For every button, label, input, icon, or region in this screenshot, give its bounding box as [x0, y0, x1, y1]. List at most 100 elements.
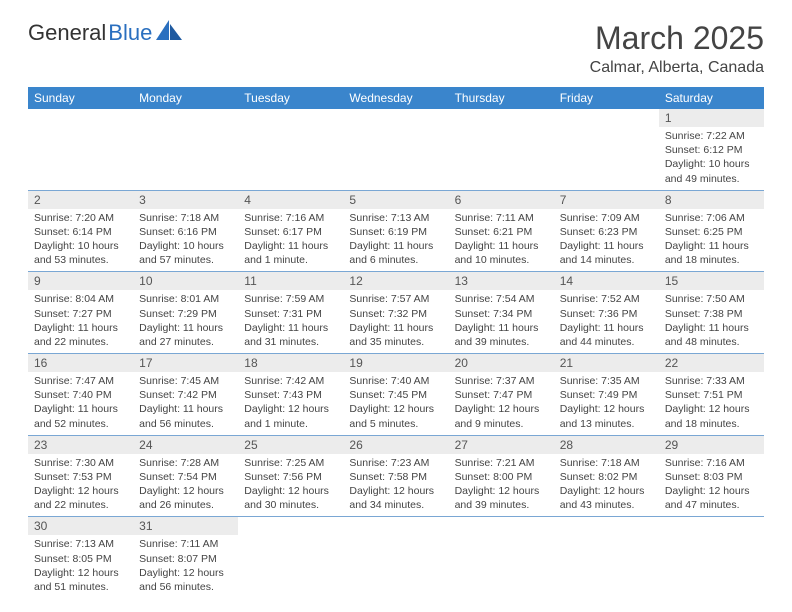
day-info: Sunrise: 7:13 AMSunset: 8:05 PMDaylight:…: [28, 535, 133, 598]
calendar-cell: 5Sunrise: 7:13 AMSunset: 6:19 PMDaylight…: [343, 190, 448, 272]
day-number: 30: [28, 517, 133, 535]
sunrise: Sunrise: 7:40 AM: [349, 374, 442, 388]
day-number: 1: [659, 109, 764, 127]
sunset: Sunset: 7:51 PM: [665, 388, 758, 402]
sunrise: Sunrise: 7:18 AM: [139, 211, 232, 225]
calendar-cell: [238, 109, 343, 190]
day-info: Sunrise: 7:37 AMSunset: 7:47 PMDaylight:…: [449, 372, 554, 435]
sunrise: Sunrise: 7:16 AM: [244, 211, 337, 225]
sunrise: Sunrise: 7:25 AM: [244, 456, 337, 470]
sunset: Sunset: 7:54 PM: [139, 470, 232, 484]
logo: GeneralBlue: [28, 20, 182, 46]
calendar-week: 30Sunrise: 7:13 AMSunset: 8:05 PMDayligh…: [28, 517, 764, 598]
daylight: Daylight: 11 hours and 44 minutes.: [560, 321, 653, 349]
calendar-cell: 3Sunrise: 7:18 AMSunset: 6:16 PMDaylight…: [133, 190, 238, 272]
sunrise: Sunrise: 7:50 AM: [665, 292, 758, 306]
daylight: Daylight: 12 hours and 9 minutes.: [455, 402, 548, 430]
sunrise: Sunrise: 7:59 AM: [244, 292, 337, 306]
sunrise: Sunrise: 7:16 AM: [665, 456, 758, 470]
daylight: Daylight: 11 hours and 48 minutes.: [665, 321, 758, 349]
day-header: Monday: [133, 87, 238, 109]
day-number: 31: [133, 517, 238, 535]
day-number: 20: [449, 354, 554, 372]
day-number: 29: [659, 436, 764, 454]
day-number: 3: [133, 191, 238, 209]
daylight: Daylight: 12 hours and 22 minutes.: [34, 484, 127, 512]
sunset: Sunset: 6:12 PM: [665, 143, 758, 157]
sunset: Sunset: 7:31 PM: [244, 307, 337, 321]
day-number: 22: [659, 354, 764, 372]
day-header: Wednesday: [343, 87, 448, 109]
day-info: Sunrise: 7:50 AMSunset: 7:38 PMDaylight:…: [659, 290, 764, 353]
day-info: Sunrise: 7:23 AMSunset: 7:58 PMDaylight:…: [343, 454, 448, 517]
day-info: Sunrise: 7:25 AMSunset: 7:56 PMDaylight:…: [238, 454, 343, 517]
day-info: Sunrise: 7:30 AMSunset: 7:53 PMDaylight:…: [28, 454, 133, 517]
calendar-cell: 6Sunrise: 7:11 AMSunset: 6:21 PMDaylight…: [449, 190, 554, 272]
sunset: Sunset: 7:42 PM: [139, 388, 232, 402]
daylight: Daylight: 11 hours and 56 minutes.: [139, 402, 232, 430]
calendar-header-row: SundayMondayTuesdayWednesdayThursdayFrid…: [28, 87, 764, 109]
sunset: Sunset: 7:27 PM: [34, 307, 127, 321]
calendar-cell: 27Sunrise: 7:21 AMSunset: 8:00 PMDayligh…: [449, 435, 554, 517]
daylight: Daylight: 12 hours and 5 minutes.: [349, 402, 442, 430]
logo-part1: General: [28, 20, 106, 46]
sunset: Sunset: 6:17 PM: [244, 225, 337, 239]
sunset: Sunset: 7:53 PM: [34, 470, 127, 484]
day-number: 19: [343, 354, 448, 372]
day-number: 9: [28, 272, 133, 290]
calendar-cell: 31Sunrise: 7:11 AMSunset: 8:07 PMDayligh…: [133, 517, 238, 598]
daylight: Daylight: 10 hours and 49 minutes.: [665, 157, 758, 185]
daylight: Daylight: 11 hours and 18 minutes.: [665, 239, 758, 267]
day-number: 5: [343, 191, 448, 209]
day-info: Sunrise: 8:04 AMSunset: 7:27 PMDaylight:…: [28, 290, 133, 353]
daylight: Daylight: 12 hours and 51 minutes.: [34, 566, 127, 594]
month-title: March 2025: [590, 20, 764, 57]
day-info: Sunrise: 7:59 AMSunset: 7:31 PMDaylight:…: [238, 290, 343, 353]
day-info: Sunrise: 7:33 AMSunset: 7:51 PMDaylight:…: [659, 372, 764, 435]
sunrise: Sunrise: 7:35 AM: [560, 374, 653, 388]
daylight: Daylight: 11 hours and 10 minutes.: [455, 239, 548, 267]
day-number: 14: [554, 272, 659, 290]
daylight: Daylight: 12 hours and 30 minutes.: [244, 484, 337, 512]
calendar-week: 1Sunrise: 7:22 AMSunset: 6:12 PMDaylight…: [28, 109, 764, 190]
sunset: Sunset: 7:49 PM: [560, 388, 653, 402]
day-info: Sunrise: 7:21 AMSunset: 8:00 PMDaylight:…: [449, 454, 554, 517]
sunset: Sunset: 6:21 PM: [455, 225, 548, 239]
day-info: Sunrise: 7:11 AMSunset: 6:21 PMDaylight:…: [449, 209, 554, 272]
calendar-cell: 21Sunrise: 7:35 AMSunset: 7:49 PMDayligh…: [554, 354, 659, 436]
day-number: 25: [238, 436, 343, 454]
day-info: Sunrise: 7:16 AMSunset: 8:03 PMDaylight:…: [659, 454, 764, 517]
calendar-cell: 22Sunrise: 7:33 AMSunset: 7:51 PMDayligh…: [659, 354, 764, 436]
daylight: Daylight: 11 hours and 6 minutes.: [349, 239, 442, 267]
day-info: Sunrise: 7:47 AMSunset: 7:40 PMDaylight:…: [28, 372, 133, 435]
sunrise: Sunrise: 7:30 AM: [34, 456, 127, 470]
daylight: Daylight: 11 hours and 27 minutes.: [139, 321, 232, 349]
day-number: 2: [28, 191, 133, 209]
calendar-cell: 28Sunrise: 7:18 AMSunset: 8:02 PMDayligh…: [554, 435, 659, 517]
day-number: 24: [133, 436, 238, 454]
sunset: Sunset: 7:56 PM: [244, 470, 337, 484]
calendar-cell: [449, 109, 554, 190]
day-info: Sunrise: 7:09 AMSunset: 6:23 PMDaylight:…: [554, 209, 659, 272]
calendar-cell: 20Sunrise: 7:37 AMSunset: 7:47 PMDayligh…: [449, 354, 554, 436]
day-number: 10: [133, 272, 238, 290]
sunrise: Sunrise: 7:54 AM: [455, 292, 548, 306]
calendar-cell: 18Sunrise: 7:42 AMSunset: 7:43 PMDayligh…: [238, 354, 343, 436]
calendar-cell: 23Sunrise: 7:30 AMSunset: 7:53 PMDayligh…: [28, 435, 133, 517]
calendar-cell: 7Sunrise: 7:09 AMSunset: 6:23 PMDaylight…: [554, 190, 659, 272]
calendar-cell: 25Sunrise: 7:25 AMSunset: 7:56 PMDayligh…: [238, 435, 343, 517]
sunrise: Sunrise: 7:42 AM: [244, 374, 337, 388]
day-header: Tuesday: [238, 87, 343, 109]
sunset: Sunset: 7:38 PM: [665, 307, 758, 321]
calendar-cell: [238, 517, 343, 598]
sunset: Sunset: 7:47 PM: [455, 388, 548, 402]
sunset: Sunset: 8:00 PM: [455, 470, 548, 484]
day-info: Sunrise: 7:06 AMSunset: 6:25 PMDaylight:…: [659, 209, 764, 272]
calendar-cell: 4Sunrise: 7:16 AMSunset: 6:17 PMDaylight…: [238, 190, 343, 272]
day-number: 21: [554, 354, 659, 372]
day-info: Sunrise: 7:28 AMSunset: 7:54 PMDaylight:…: [133, 454, 238, 517]
day-number: 13: [449, 272, 554, 290]
day-number: 12: [343, 272, 448, 290]
sunrise: Sunrise: 7:28 AM: [139, 456, 232, 470]
sunset: Sunset: 7:29 PM: [139, 307, 232, 321]
